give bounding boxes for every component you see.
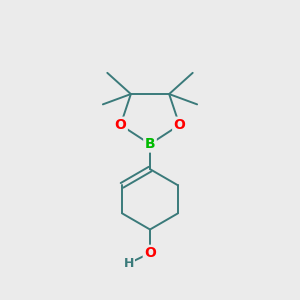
Text: H: H [124,257,134,270]
Text: O: O [173,118,185,132]
Text: O: O [115,118,127,132]
Text: O: O [144,246,156,260]
Text: B: B [145,137,155,151]
